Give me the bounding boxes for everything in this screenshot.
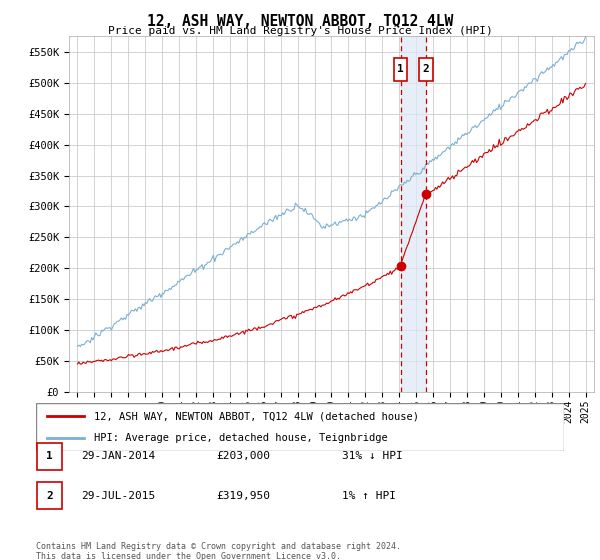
Text: £319,950: £319,950 [216, 491, 270, 501]
Text: 1% ↑ HPI: 1% ↑ HPI [342, 491, 396, 501]
Text: 29-JUL-2015: 29-JUL-2015 [81, 491, 155, 501]
Text: 31% ↓ HPI: 31% ↓ HPI [342, 451, 403, 461]
FancyBboxPatch shape [37, 442, 62, 470]
Text: 1: 1 [46, 451, 53, 461]
Bar [401, 36, 426, 392]
Text: £203,000: £203,000 [216, 451, 270, 461]
Text: 1: 1 [397, 64, 404, 74]
Text: 12, ASH WAY, NEWTON ABBOT, TQ12 4LW: 12, ASH WAY, NEWTON ABBOT, TQ12 4LW [147, 14, 453, 29]
Text: 12, ASH WAY, NEWTON ABBOT, TQ12 4LW (detached house): 12, ASH WAY, NEWTON ABBOT, TQ12 4LW (det… [94, 411, 419, 421]
Text: 2: 2 [46, 491, 53, 501]
Text: 29-JAN-2014: 29-JAN-2014 [81, 451, 155, 461]
Text: HPI: Average price, detached house, Teignbridge: HPI: Average price, detached house, Teig… [94, 433, 388, 443]
FancyBboxPatch shape [36, 403, 564, 451]
FancyBboxPatch shape [37, 482, 62, 510]
FancyBboxPatch shape [394, 58, 407, 81]
Text: Contains HM Land Registry data © Crown copyright and database right 2024.
This d: Contains HM Land Registry data © Crown c… [36, 542, 401, 560]
Text: Price paid vs. HM Land Registry's House Price Index (HPI): Price paid vs. HM Land Registry's House … [107, 26, 493, 36]
FancyBboxPatch shape [419, 58, 433, 81]
Text: 2: 2 [422, 64, 430, 74]
